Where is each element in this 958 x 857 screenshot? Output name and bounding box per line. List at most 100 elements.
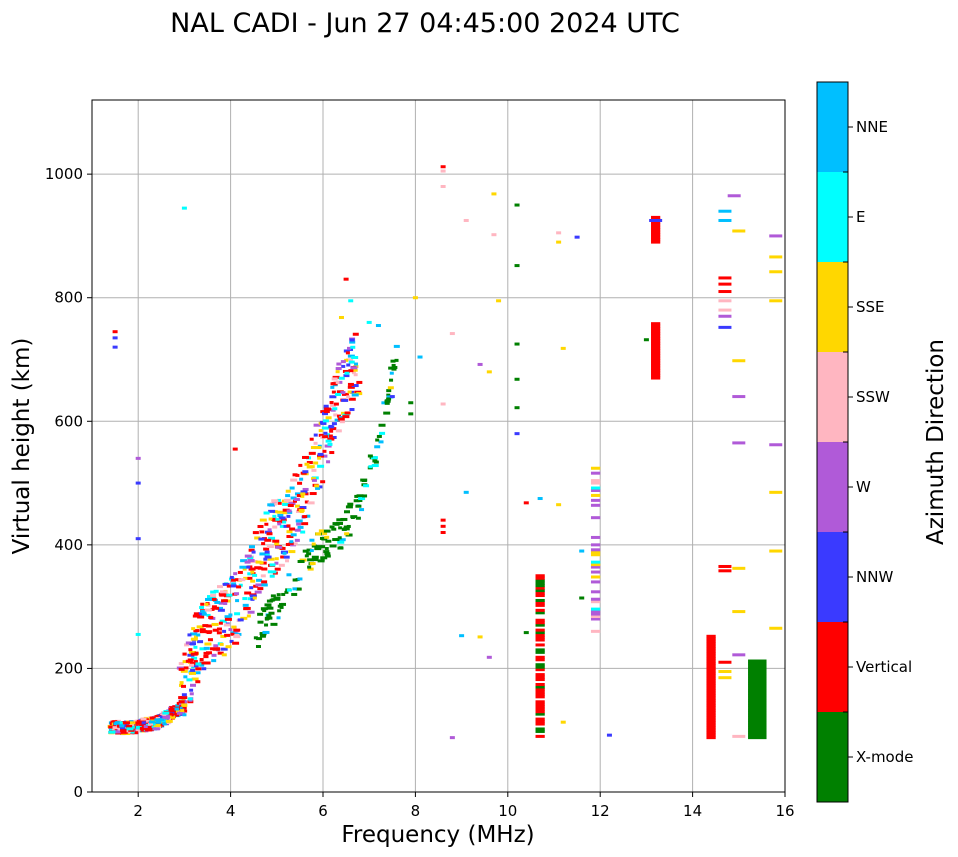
- echo-mark: [240, 559, 248, 563]
- echo-mark: [347, 382, 354, 386]
- echo-mark: [315, 532, 322, 536]
- echo-mark: [718, 569, 732, 573]
- echo-mark: [153, 724, 161, 728]
- echo-mark: [217, 608, 225, 612]
- echo-mark: [355, 504, 362, 508]
- echo-mark: [199, 663, 205, 667]
- echo-mark: [189, 642, 195, 646]
- interference-mark: [651, 341, 661, 345]
- echo-mark: [769, 255, 783, 259]
- echo-mark: [274, 542, 280, 546]
- echo-mark: [191, 656, 198, 660]
- echo-mark: [560, 346, 566, 350]
- interference-mark: [706, 644, 716, 648]
- interference-mark: [748, 679, 767, 683]
- echo-mark: [138, 721, 146, 725]
- echo-mark: [324, 444, 332, 448]
- echo-mark: [296, 494, 301, 498]
- echo-mark: [278, 563, 285, 567]
- echo-mark: [199, 630, 207, 634]
- echo-mark: [769, 299, 783, 303]
- echo-mark: [210, 647, 216, 651]
- echo-mark: [231, 625, 237, 629]
- echo-mark: [732, 653, 746, 657]
- echo-mark: [112, 336, 118, 340]
- interference-mark: [748, 716, 767, 720]
- echo-mark: [334, 392, 341, 396]
- echo-mark: [230, 632, 235, 636]
- echo-mark: [147, 725, 152, 729]
- echo-mark: [193, 660, 198, 664]
- echo-mark: [233, 572, 238, 576]
- echo-mark: [514, 264, 520, 268]
- echo-mark: [308, 451, 316, 455]
- echo-mark: [324, 546, 329, 550]
- echo-mark: [120, 730, 128, 734]
- interference-mark: [535, 618, 545, 622]
- echo-mark: [344, 510, 351, 514]
- echo-mark: [112, 726, 119, 730]
- echo-mark: [276, 593, 281, 597]
- interference-mark: [706, 664, 716, 668]
- interference-mark: [590, 548, 601, 552]
- colorbar-tick-label: W: [856, 478, 871, 496]
- echo-mark: [351, 356, 359, 360]
- interference-mark: [706, 696, 716, 700]
- echo-mark: [178, 696, 183, 700]
- echo-mark: [330, 403, 337, 407]
- echo-mark: [323, 431, 328, 435]
- echo-mark: [449, 332, 455, 336]
- echo-mark: [278, 603, 283, 607]
- interference-mark: [535, 584, 545, 588]
- interference-mark: [651, 371, 661, 375]
- echo-mark: [162, 722, 167, 726]
- interference-mark: [706, 699, 716, 703]
- echo-mark: [331, 382, 336, 386]
- echo-mark: [332, 435, 337, 439]
- interference-mark: [748, 696, 767, 700]
- echo-mark: [306, 552, 312, 556]
- echo-mark: [718, 660, 732, 664]
- echo-mark: [252, 573, 258, 577]
- echo-mark: [184, 643, 190, 647]
- echo-mark: [135, 725, 142, 729]
- interference-mark: [706, 689, 716, 693]
- interference-mark: [651, 327, 661, 331]
- echo-mark: [325, 439, 332, 443]
- echo-mark: [135, 729, 141, 733]
- echo-mark: [255, 583, 262, 587]
- echo-mark: [189, 688, 194, 692]
- interference-mark: [706, 634, 716, 638]
- interference-mark: [535, 621, 545, 625]
- interference-mark: [706, 669, 716, 673]
- echo-mark: [344, 532, 350, 536]
- interference-mark: [535, 650, 545, 654]
- echo-mark: [324, 407, 332, 411]
- echo-mark: [732, 610, 746, 614]
- echo-mark: [337, 546, 344, 550]
- echo-mark: [180, 709, 185, 713]
- echo-mark: [355, 516, 361, 520]
- echo-mark: [191, 664, 199, 668]
- echo-mark: [332, 538, 340, 542]
- echo-mark: [386, 389, 392, 393]
- echo-mark: [258, 537, 266, 541]
- interference-mark: [535, 581, 545, 585]
- interference-mark: [590, 597, 601, 601]
- echo-mark: [254, 566, 262, 570]
- echo-mark: [275, 545, 283, 549]
- echo-mark: [193, 635, 198, 639]
- interference-mark: [748, 664, 767, 668]
- interference-mark: [535, 685, 545, 689]
- echo-mark: [282, 508, 290, 512]
- interference-mark: [651, 334, 661, 338]
- colorbar-tick-label: E: [856, 208, 865, 226]
- echo-mark: [352, 332, 359, 336]
- echo-mark: [309, 437, 314, 441]
- x-tick-label: 4: [226, 802, 236, 820]
- interference-mark: [651, 220, 661, 224]
- interference-mark: [748, 718, 767, 722]
- echo-mark: [318, 485, 323, 489]
- echo-mark: [356, 494, 364, 498]
- interference-mark: [748, 681, 767, 685]
